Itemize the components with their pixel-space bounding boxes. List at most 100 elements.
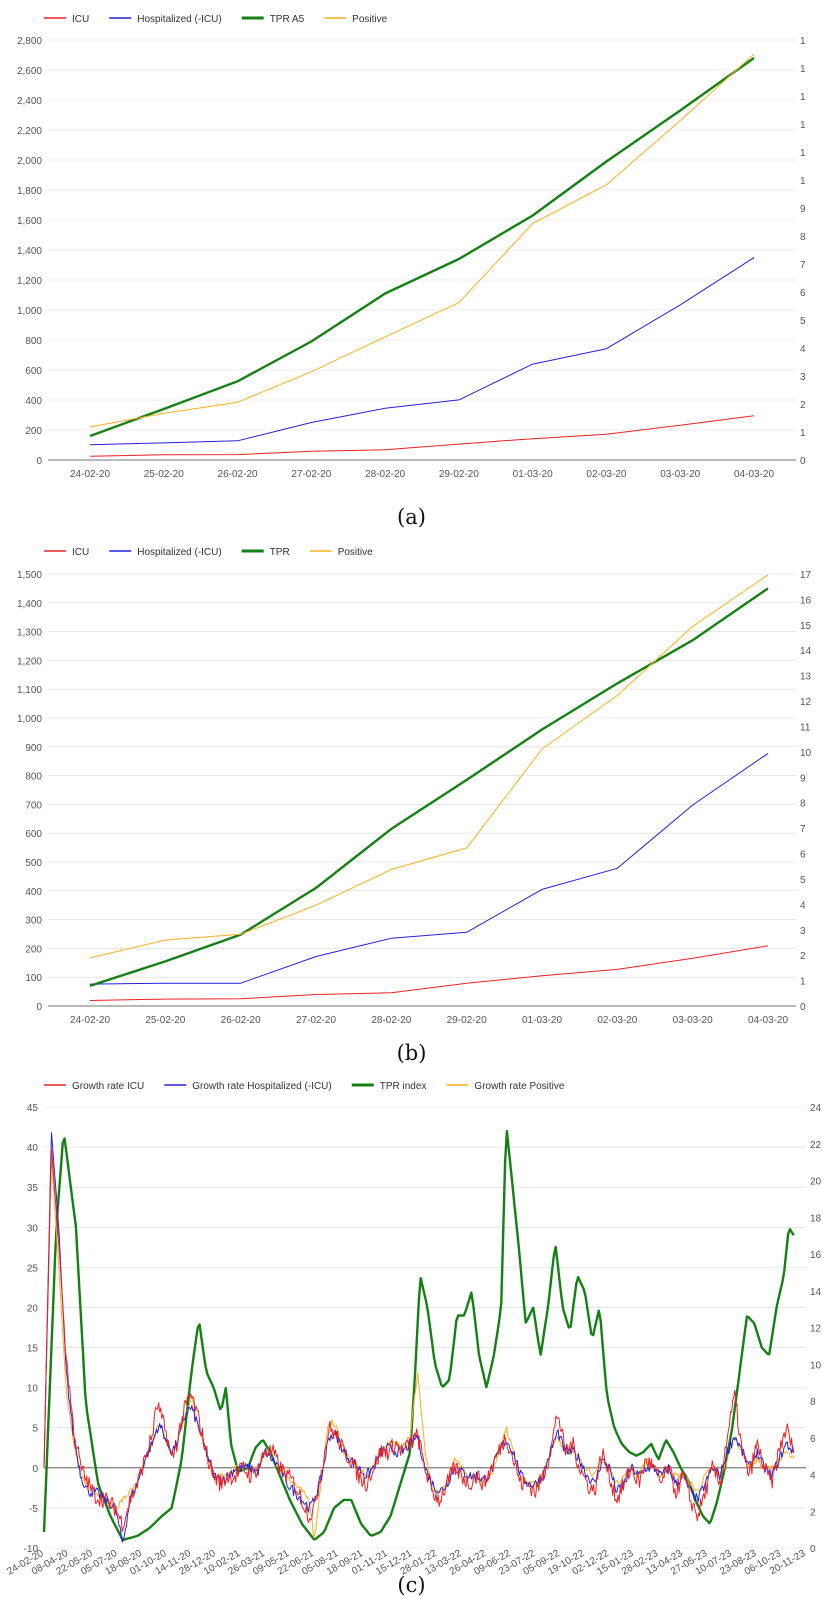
chart-c-y-tick-label: 15 <box>27 1344 39 1355</box>
chart-c-y2-tick-label: 4 <box>810 1471 816 1482</box>
chart-b-y2-tick-label: 7 <box>800 824 806 835</box>
chart-c-y2-tick-label: 2 <box>810 1507 816 1518</box>
chart-b-y-tick-label: 1,300 <box>17 628 42 639</box>
chart-b-y-tick-label: 900 <box>25 743 42 754</box>
chart-a-y2-tick-label: 1 <box>800 64 806 75</box>
chart-c-legend-label-growth-rate-icu: Growth rate ICU <box>72 1081 144 1092</box>
chart-a-y-tick-label: 2,400 <box>17 96 42 107</box>
chart-a-y2-tick-label: 1 <box>800 36 806 47</box>
chart-c-y-tick-label: 35 <box>27 1183 39 1194</box>
chart-a-y2-tick-label: 1 <box>800 120 806 131</box>
chart-a-y-tick-label: 2,000 <box>17 156 42 167</box>
chart-c-y-tick-label: 40 <box>27 1143 39 1154</box>
chart-b-y2-tick-label: 4 <box>800 900 806 911</box>
chart-c-legend-label-tpr-index: TPR index <box>380 1081 427 1092</box>
chart-b-y2-tick-label: 12 <box>800 697 812 708</box>
chart-b-y2-tick-label: 8 <box>800 799 806 810</box>
chart-b-x-tick-label: 25-02-20 <box>145 1015 185 1026</box>
chart-b-y-tick-label: 700 <box>25 800 42 811</box>
chart-b-legend-label-hospitalized-icu: Hospitalized (-ICU) <box>137 547 221 558</box>
chart-a-y2-tick-label: 3 <box>800 372 806 383</box>
chart-a-x-tick-label: 01-03-20 <box>513 469 553 480</box>
chart-a-x-tick-label: 28-02-20 <box>365 469 405 480</box>
chart-b-y2-tick-label: 5 <box>800 875 806 886</box>
chart-b-y-tick-label: 200 <box>25 944 42 955</box>
chart-b-series-positive <box>89 574 769 959</box>
chart-a-y2-tick-label: 1 <box>800 148 806 159</box>
chart-a-y2-tick-label: 2 <box>800 400 806 411</box>
chart-a-series-positive <box>89 53 755 428</box>
chart-c-series-growth-rate-icu <box>43 1148 795 1533</box>
chart-a-y-tick-label: 1,600 <box>17 216 42 227</box>
chart-a-y-tick-label: 600 <box>25 366 42 377</box>
chart-b-legend-label-tpr: TPR <box>270 547 290 558</box>
chart-a-legend-label-hospitalized-icu: Hospitalized (-ICU) <box>137 14 221 25</box>
chart-c-y-tick-label: 10 <box>27 1384 39 1395</box>
chart-a-y2-tick-label: 1 <box>800 92 806 103</box>
chart-a-y-tick-label: 1,000 <box>17 306 42 317</box>
chart-c-y-tick-label: 5 <box>32 1424 38 1435</box>
chart-b-y2-tick-label: 17 <box>800 570 812 581</box>
chart-a-series-tpr-a5 <box>89 57 755 438</box>
chart-c-y2-tick-label: 14 <box>810 1287 822 1298</box>
chart-b-y-tick-label: 1,400 <box>17 599 42 610</box>
chart-b-y2-tick-label: 14 <box>800 646 812 657</box>
chart-c-y2-tick-label: 0 <box>810 1544 816 1555</box>
chart-c-y2-tick-label: 10 <box>810 1360 822 1371</box>
chart-b-x-tick-label: 04-03-20 <box>748 1015 788 1026</box>
chart-a-y2-tick-label: 8 <box>800 232 806 243</box>
chart-a-y-tick-label: 0 <box>36 456 42 467</box>
chart-b-x-tick-label: 27-02-20 <box>296 1015 336 1026</box>
chart-b-y2-tick-label: 16 <box>800 595 812 606</box>
chart-a-series-hospitalized-icu <box>89 257 755 446</box>
chart-a-legend-label-positive: Positive <box>352 14 387 25</box>
chart-b-legend-label-icu: ICU <box>72 547 89 558</box>
chart-a-y2-tick-label: 9 <box>800 204 806 215</box>
chart-b-y-tick-label: 300 <box>25 916 42 927</box>
chart-c-series-growth-rate-hospitalized-icu <box>43 1132 795 1543</box>
chart-a-y2-tick-label: 1 <box>800 428 806 439</box>
chart-c-y-tick-label: 30 <box>27 1223 39 1234</box>
chart-b-y2-tick-label: 13 <box>800 672 812 683</box>
chart-c-y2-tick-label: 22 <box>810 1140 822 1151</box>
chart-c-y-tick-label: 0 <box>32 1464 38 1475</box>
chart-a-x-tick-label: 26-02-20 <box>218 469 258 480</box>
chart-b-y-tick-label: 100 <box>25 973 42 984</box>
chart-a-legend-label-tpr-a5: TPR A5 <box>270 14 305 25</box>
chart-a-x-tick-label: 27-02-20 <box>291 469 331 480</box>
chart-c-legend-label-growth-rate-hospitalized-icu: Growth rate Hospitalized (-ICU) <box>192 1081 331 1092</box>
chart-a-y2-tick-label: 4 <box>800 344 806 355</box>
chart-c-y-tick-label: 25 <box>27 1263 39 1274</box>
chart-c-y-tick-label: 20 <box>27 1303 39 1314</box>
chart-b-y-tick-label: 400 <box>25 887 42 898</box>
chart-b-x-tick-label: 02-03-20 <box>597 1015 637 1026</box>
chart-a-y-tick-label: 1,800 <box>17 186 42 197</box>
chart-a-y-tick-label: 1,400 <box>17 246 42 257</box>
chart-b-y2-tick-label: 9 <box>800 773 806 784</box>
chart-a-legend-label-icu: ICU <box>72 14 89 25</box>
chart-b-y-tick-label: 600 <box>25 829 42 840</box>
chart-c-y-tick-label: -10 <box>24 1544 39 1555</box>
chart-b-series-tpr <box>89 587 769 987</box>
chart-b-y2-tick-label: 11 <box>800 722 811 733</box>
chart-b-y-tick-label: 1,000 <box>17 714 42 725</box>
chart-b-x-tick-label: 26-02-20 <box>221 1015 261 1026</box>
chart-b-x-tick-label: 01-03-20 <box>522 1015 562 1026</box>
chart-c-y-tick-label: -5 <box>29 1504 38 1515</box>
chart-b-y-tick-label: 500 <box>25 858 42 869</box>
chart-a-y-tick-label: 2,800 <box>17 36 42 47</box>
chart-c-y2-tick-label: 24 <box>810 1103 822 1114</box>
chart-b-y2-tick-label: 0 <box>800 1002 806 1013</box>
chart-a-x-tick-label: 03-03-20 <box>660 469 700 480</box>
chart-b-y2-tick-label: 3 <box>800 926 806 937</box>
chart-b-y-tick-label: 800 <box>25 772 42 783</box>
chart-b-x-tick-label: 24-02-20 <box>70 1015 110 1026</box>
chart-b-y2-tick-label: 15 <box>800 621 812 632</box>
chart-a-series-icu <box>89 415 755 457</box>
chart-b-y-tick-label: 1,500 <box>17 570 42 581</box>
chart-a-y-tick-label: 400 <box>25 396 42 407</box>
chart-c-legend-label-growth-rate-positive: Growth rate Positive <box>474 1081 564 1092</box>
chart-b-y-tick-label: 1,200 <box>17 656 42 667</box>
chart-a-y2-tick-label: 6 <box>800 288 806 299</box>
